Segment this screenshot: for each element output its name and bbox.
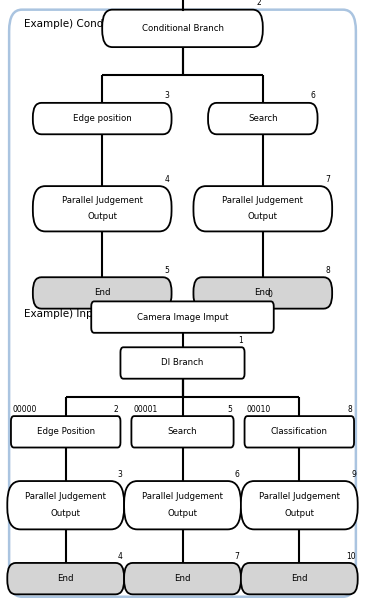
Text: Conditional Branch: Conditional Branch [142,24,223,33]
FancyBboxPatch shape [124,563,241,594]
FancyBboxPatch shape [9,10,356,597]
FancyBboxPatch shape [11,416,120,448]
Text: 3: 3 [118,470,122,478]
Text: Classification: Classification [271,427,328,436]
FancyBboxPatch shape [124,481,241,529]
Text: 10: 10 [346,551,356,561]
Text: End: End [174,574,191,583]
Text: 00001: 00001 [133,405,157,414]
Text: 4: 4 [118,551,122,561]
FancyBboxPatch shape [241,481,358,529]
Text: Search: Search [168,427,197,436]
Text: 0: 0 [267,290,272,299]
Text: 8: 8 [347,405,352,414]
Text: Output: Output [284,509,314,518]
Text: Output: Output [168,509,197,518]
Text: 2: 2 [114,405,119,414]
FancyBboxPatch shape [102,10,263,47]
Text: Parallel Judgement: Parallel Judgement [62,196,143,205]
Text: Edge Position: Edge Position [36,427,95,436]
FancyBboxPatch shape [193,277,332,309]
Text: 6: 6 [234,470,239,478]
FancyBboxPatch shape [7,481,124,529]
Text: 1: 1 [238,336,243,345]
FancyBboxPatch shape [241,563,358,594]
Text: 00010: 00010 [246,405,270,414]
Text: Output: Output [248,213,278,222]
Text: 8: 8 [326,266,330,275]
Text: 5: 5 [165,266,170,275]
Text: Parallel Judgement: Parallel Judgement [222,196,303,205]
FancyBboxPatch shape [7,563,124,594]
Text: DI Branch: DI Branch [161,359,204,367]
Text: Edge position: Edge position [73,114,131,123]
FancyBboxPatch shape [33,186,172,231]
Text: Parallel Judgement: Parallel Judgement [25,492,106,501]
Text: 7: 7 [234,551,239,561]
Text: 2: 2 [256,0,261,7]
Text: 7: 7 [326,175,330,184]
FancyBboxPatch shape [120,347,245,379]
Text: Example) Input DI: Example) Input DI [24,309,118,320]
Text: 5: 5 [227,405,232,414]
FancyBboxPatch shape [33,103,172,134]
FancyBboxPatch shape [131,416,234,448]
Text: End: End [94,289,111,297]
Text: Parallel Judgement: Parallel Judgement [142,492,223,501]
FancyBboxPatch shape [91,301,274,333]
Text: 3: 3 [165,91,170,100]
FancyBboxPatch shape [193,186,332,231]
Text: 4: 4 [165,175,170,184]
FancyBboxPatch shape [245,416,354,448]
Text: 9: 9 [351,470,356,478]
Text: 6: 6 [311,91,316,100]
Text: Example) Conditional: Example) Conditional [24,19,136,30]
Text: Parallel Judgement: Parallel Judgement [259,492,340,501]
Text: End: End [291,574,308,583]
Text: End: End [254,289,271,297]
Text: End: End [57,574,74,583]
Text: Output: Output [87,213,117,222]
Text: Output: Output [51,509,81,518]
FancyBboxPatch shape [33,277,172,309]
FancyBboxPatch shape [208,103,318,134]
Text: Camera Image Imput: Camera Image Imput [137,313,228,321]
Text: 00000: 00000 [13,405,37,414]
Text: Search: Search [248,114,278,123]
